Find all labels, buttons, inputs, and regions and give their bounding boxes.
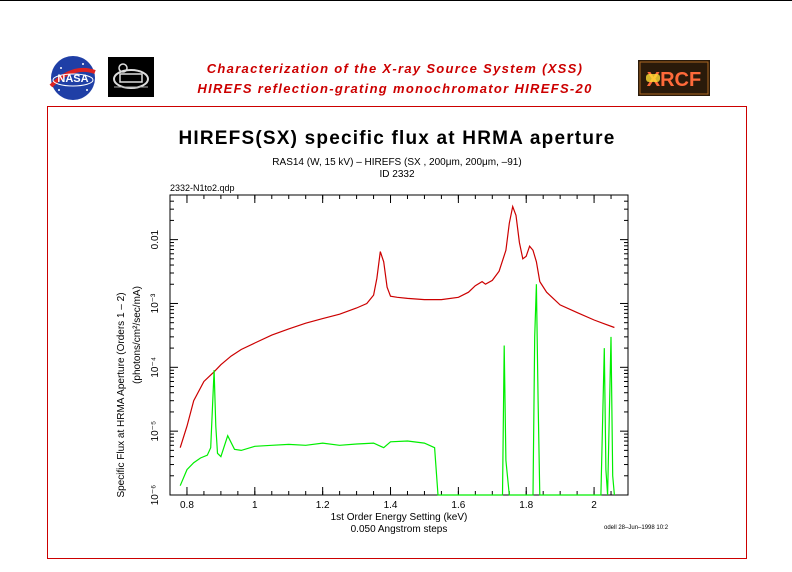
- y-tick-label: 0.01: [150, 229, 161, 249]
- y-tick-label: 10⁻⁴: [150, 357, 161, 378]
- mission-patch-logo: [108, 57, 154, 97]
- y-axis-label: Specific Flux at HRMA Aperture (Orders 1…: [116, 292, 127, 497]
- x-axis-label: 1st Order Energy Setting (keV): [331, 512, 468, 523]
- header-line-2: HIREFS reflection-grating monochromator …: [197, 81, 593, 96]
- y-tick-label: 10⁻³: [150, 293, 161, 313]
- series-line-0: [179, 204, 615, 448]
- x-tick-label: 0.8: [180, 500, 194, 511]
- y-tick-label: 10⁻⁶: [150, 485, 161, 506]
- x-tick-label: 2: [591, 500, 597, 511]
- xrcf-logo: XRCF: [638, 60, 710, 96]
- y-axis-sublabel: (photons/cm²/sec/mA): [132, 286, 143, 384]
- chart-id-label: ID 2332: [379, 169, 415, 180]
- x-tick-label: 1.6: [451, 500, 465, 511]
- nasa-logo-text: NASA: [57, 73, 88, 85]
- x-axis-sublabel: 0.050 Angstrom steps: [351, 524, 448, 535]
- plot-area: [169, 194, 629, 496]
- x-tick-label: 1: [252, 500, 258, 511]
- chart-file-label: 2332-N1to2.qdp: [170, 183, 235, 193]
- x-tick-label: 1.8: [519, 500, 533, 511]
- series-line-1: [179, 284, 615, 496]
- x-tick-label: 1.2: [316, 500, 330, 511]
- chart-title: HIREFS(SX) specific flux at HRMA apertur…: [178, 128, 616, 149]
- x-axis: 0.8 1 1.2 1.4 1.6 1.8 2: [169, 195, 629, 511]
- chart-footer: odell 28–Jun–1998 10:2: [604, 525, 669, 531]
- xrcf-logo-text: XRCF: [647, 69, 701, 91]
- x-tick-label: 1.4: [384, 500, 398, 511]
- header-line-1: Characterization of the X-ray Source Sys…: [206, 61, 584, 76]
- series-layer: [179, 204, 615, 496]
- y-tick-label: 10⁻⁵: [150, 421, 161, 442]
- chart-frame: [47, 106, 747, 559]
- top-rule: [0, 0, 792, 1]
- chart-subtitle: RAS14 (W, 15 kV) – HIREFS (SX , 200μm, 2…: [272, 157, 522, 168]
- nasa-logo: NASA: [49, 56, 96, 100]
- y-axis: 10⁻⁶ 10⁻⁵ 10⁻⁴ 10⁻³ 0.01: [150, 194, 628, 506]
- plot-frame: [169, 194, 629, 496]
